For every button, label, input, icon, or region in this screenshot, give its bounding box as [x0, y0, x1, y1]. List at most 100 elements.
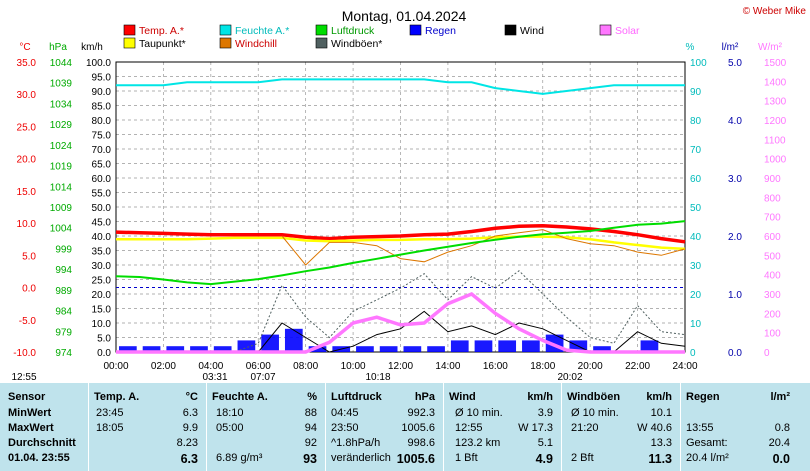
humidity-tick-label: 20 [690, 290, 702, 301]
temp-tick-label: 10.0 [17, 219, 37, 230]
rain-tick-label: 3.0 [728, 174, 742, 185]
humidity-tick-label: 0 [690, 348, 696, 359]
axes: °C hPa km/h% l/m² W/m² 35.0 30.0 25.0 20.0 15.0 10… [11, 42, 786, 383]
legend-swatch [315, 24, 328, 36]
time-tick-label: 16:00 [483, 361, 508, 372]
statistics-table: Sensor Temp. A. °C Feuchte A.% Luftdruck hPa W… [0, 383, 810, 471]
speed-tick-label: 40.0 [92, 232, 112, 243]
rain-bar [308, 346, 327, 352]
pressure-value: 1005.6 [396, 452, 435, 466]
pressure-value: 998.6 [407, 437, 435, 449]
temp-tick-label: 35.0 [17, 58, 37, 69]
table-header: km/h [527, 391, 553, 403]
pressure-tick-label: 984 [55, 307, 72, 318]
rain-tick-label: 2.0 [728, 232, 742, 243]
time-tick-label: 24:00 [672, 361, 697, 372]
solar-tick-label: 0 [764, 348, 770, 359]
pressure-tick-label: 1024 [50, 141, 73, 152]
solar-tick-label: 400 [764, 271, 781, 282]
table-header: hPa [414, 391, 435, 403]
pressure-time: veränderlich [331, 452, 391, 464]
rain-bar [213, 346, 232, 352]
wind-value: 5.1 [537, 437, 553, 449]
speed-tick-label: 5.0 [97, 334, 111, 345]
axis-unit-label: % [686, 42, 695, 53]
table-header: km/h [646, 391, 672, 403]
humidity-tick-label: 90 [690, 87, 702, 98]
humidity-tick-label: 40 [690, 232, 702, 243]
humidity-time: 18:10 [216, 407, 244, 419]
table-header: % [307, 391, 317, 403]
speed-tick-label: 80.0 [92, 116, 112, 127]
pressure-tick-label: 1014 [50, 182, 73, 193]
temp-tick-label: 0.0 [22, 284, 36, 295]
solar-tick-label: 900 [764, 174, 781, 185]
speed-tick-label: 100.0 [86, 58, 111, 69]
time-tick-label: 08:00 [293, 361, 318, 372]
time-tick-label: 06:00 [246, 361, 271, 372]
solar-tick-label: 200 [764, 309, 781, 320]
temp-tick-label: 25.0 [17, 122, 37, 133]
solar-tick-label: 1300 [764, 97, 787, 108]
pressure-time: ^1.8hPa/h [331, 437, 381, 449]
table-header: Temp. A. [94, 391, 140, 403]
time-tick-label: 02:00 [151, 361, 176, 372]
solar-tick-label: 500 [764, 251, 781, 262]
rain-desc: 13:55 [686, 422, 714, 434]
sun-moon-time: 03:31 [202, 372, 227, 383]
legend-label: Windböen* [331, 38, 382, 50]
sun-moon-time: 10:18 [365, 372, 390, 383]
speed-tick-label: 95.0 [92, 73, 112, 84]
temp-tick-label: -5.0 [19, 316, 37, 327]
axis-unit-label: km/h [81, 42, 103, 53]
legend-label: Luftdruck [331, 25, 375, 37]
gust-value: 11.3 [648, 452, 672, 466]
legend-swatch [315, 37, 328, 49]
time-tick-label: 00:00 [103, 361, 128, 372]
rain-value: 20.4 [768, 437, 790, 449]
temp-value: 6.3 [180, 452, 198, 466]
humidity-value: 93 [303, 452, 317, 466]
gust-desc: 2 Bft [571, 452, 594, 464]
humidity-tick-label: 10 [690, 319, 702, 330]
axis-unit-label: °C [19, 42, 30, 53]
time-tick-label: 12:00 [388, 361, 413, 372]
solar-tick-label: 1200 [764, 116, 787, 127]
gust-desc: Ø 10 min. [571, 407, 619, 419]
humidity-tick-label: 50 [690, 203, 702, 214]
speed-tick-label: 45.0 [92, 218, 112, 229]
series-line [116, 235, 686, 251]
time-tick-label: 04:00 [198, 361, 223, 372]
legend-swatch [219, 37, 232, 49]
legend: Temp. A.* Feuchte A.* Luftdruck Regen Wind So… [123, 24, 640, 50]
temp-tick-label: 20.0 [17, 155, 37, 166]
pressure-tick-label: 989 [55, 286, 72, 297]
wind-desc: 12:55 [455, 422, 483, 434]
speed-tick-label: 55.0 [92, 189, 112, 200]
humidity-value: 94 [304, 422, 317, 434]
sun-moon-time: 20:02 [557, 372, 582, 383]
solar-tick-label: 600 [764, 232, 781, 243]
humidity-value: 92 [304, 437, 317, 449]
humidity-tick-label: 60 [690, 174, 702, 185]
rain-desc: 20.4 l/m² [686, 452, 729, 464]
gust-desc: 21:20 [571, 422, 599, 434]
solar-tick-label: 700 [764, 213, 781, 224]
legend-label: Taupunkt* [139, 38, 186, 50]
table-header: Feuchte A. [212, 391, 268, 403]
table-header: Regen [686, 391, 720, 403]
rain-bar [474, 340, 493, 352]
wind-value: W 17.3 [518, 422, 553, 434]
speed-tick-label: 20.0 [92, 290, 112, 301]
wind-value: 4.9 [535, 452, 553, 466]
rain-bar [237, 340, 256, 352]
pressure-time: 04:45 [331, 407, 359, 419]
plot-area [115, 78, 686, 354]
rain-bar [403, 346, 422, 352]
row-label: 01.04. 23:55 [8, 452, 70, 464]
solar-tick-label: 1100 [764, 135, 786, 146]
legend-swatch [123, 37, 136, 49]
credit-label: © Weber Mike [743, 6, 807, 17]
pressure-tick-label: 999 [55, 244, 72, 255]
temp-value: 6.3 [182, 407, 198, 419]
